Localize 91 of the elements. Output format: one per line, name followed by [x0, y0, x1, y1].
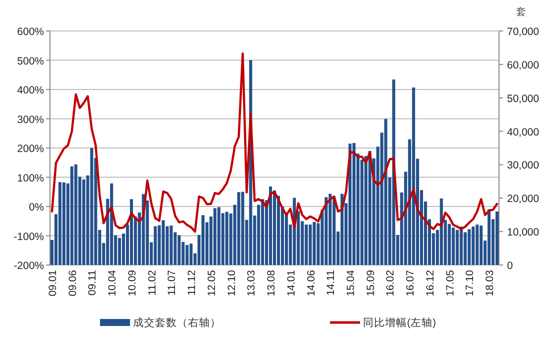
bar [269, 186, 272, 265]
bar [476, 224, 479, 265]
bar [460, 226, 463, 265]
bar [312, 222, 316, 265]
bar [384, 118, 388, 265]
x-tick-label: 09.01 [46, 270, 59, 296]
x-tick-label: 13.03 [246, 270, 258, 296]
x-tick-label: 15.09 [364, 270, 377, 296]
bar [217, 207, 220, 265]
bar [190, 244, 193, 265]
bar [186, 244, 189, 265]
y-tick-label: -200% [14, 260, 44, 272]
x-tick-label: 11.02 [146, 270, 158, 296]
x-tick-label: 17.10 [464, 270, 476, 296]
x-tick-label: 16.02 [384, 270, 397, 296]
x-tick-label: 16.07 [404, 270, 417, 296]
x-tick-label: 14.06 [305, 270, 318, 296]
y-tick-label: -100% [14, 230, 44, 243]
y2-tick-label: 30,000 [507, 160, 540, 172]
x-tick-label: 09.06 [66, 270, 79, 296]
x-tick-label: 09.11 [86, 270, 99, 296]
bar [488, 209, 491, 265]
bar [58, 182, 62, 265]
x-tick-label: 10.04 [106, 270, 119, 296]
bar [324, 197, 328, 265]
x-tick-label: 15.04 [344, 270, 357, 296]
bar [448, 224, 451, 265]
bar [352, 142, 356, 265]
bar [468, 229, 471, 265]
y2-tick-label: 60,000 [507, 59, 540, 72]
x-tick-label: 18.03 [484, 270, 496, 296]
x-tick-label: 13.08 [266, 270, 278, 296]
bar [304, 224, 308, 265]
y2-tick-label: 0 [507, 260, 513, 272]
y2-tick-label: 70,000 [507, 26, 540, 38]
bar [328, 194, 332, 265]
y-tick-label: 400% [17, 84, 44, 96]
legend-label: 成交套数（右轴） [133, 316, 221, 329]
x-tick-label: 14.11 [325, 270, 338, 296]
y-tick-label: 500% [17, 55, 44, 68]
bar [412, 87, 416, 265]
bar [170, 226, 173, 265]
bar [130, 199, 133, 265]
y2-tick-label: 50,000 [507, 92, 540, 105]
bar [90, 148, 94, 265]
bar [440, 198, 443, 265]
bar [472, 226, 475, 265]
x-tick-label: 11.12 [186, 270, 198, 296]
x-tick-label: 12.05 [206, 270, 218, 296]
x-tick-label: 12.10 [226, 270, 238, 296]
bar [272, 190, 276, 265]
bar [110, 183, 114, 265]
x-tick-label: 14.01 [285, 270, 298, 296]
legend-label: 同比增幅(左轴) [363, 316, 436, 329]
bar [162, 220, 165, 265]
bar [154, 226, 157, 265]
bar [452, 228, 455, 265]
bar [308, 224, 312, 265]
bar [241, 192, 244, 265]
bar [118, 238, 122, 265]
bar [237, 192, 240, 265]
bar [74, 164, 78, 265]
bar [480, 226, 483, 265]
bar [456, 230, 459, 265]
x-tick-label: 16.12 [424, 270, 436, 296]
x-tick-label: 10.09 [126, 270, 138, 296]
y2-tick-label: 40,000 [507, 126, 540, 138]
bar [496, 212, 499, 265]
bar [70, 166, 74, 265]
y-tick-label: 200% [17, 143, 44, 155]
bar [332, 196, 336, 265]
x-tick-label: 17.05 [444, 270, 456, 296]
bar [225, 212, 228, 265]
x-tick-label: 11.07 [166, 270, 178, 296]
bar [392, 79, 396, 265]
bar [340, 194, 344, 265]
bar [82, 179, 86, 265]
y-tick-label: 100% [17, 172, 44, 184]
bar [201, 215, 204, 265]
y-tick-label: 0% [28, 202, 44, 214]
bar [62, 182, 66, 265]
y2-tick-label: 20,000 [507, 193, 540, 206]
bar [213, 208, 216, 265]
line-series [50, 52, 498, 233]
bar [261, 199, 264, 265]
y2-tick-label: 10,000 [507, 226, 540, 239]
y-tick-label: 600% [17, 26, 44, 38]
bar [178, 235, 181, 265]
bar [368, 151, 372, 265]
y-tick-label: 300% [17, 114, 44, 126]
y2-axis-title: 套 [516, 6, 526, 18]
